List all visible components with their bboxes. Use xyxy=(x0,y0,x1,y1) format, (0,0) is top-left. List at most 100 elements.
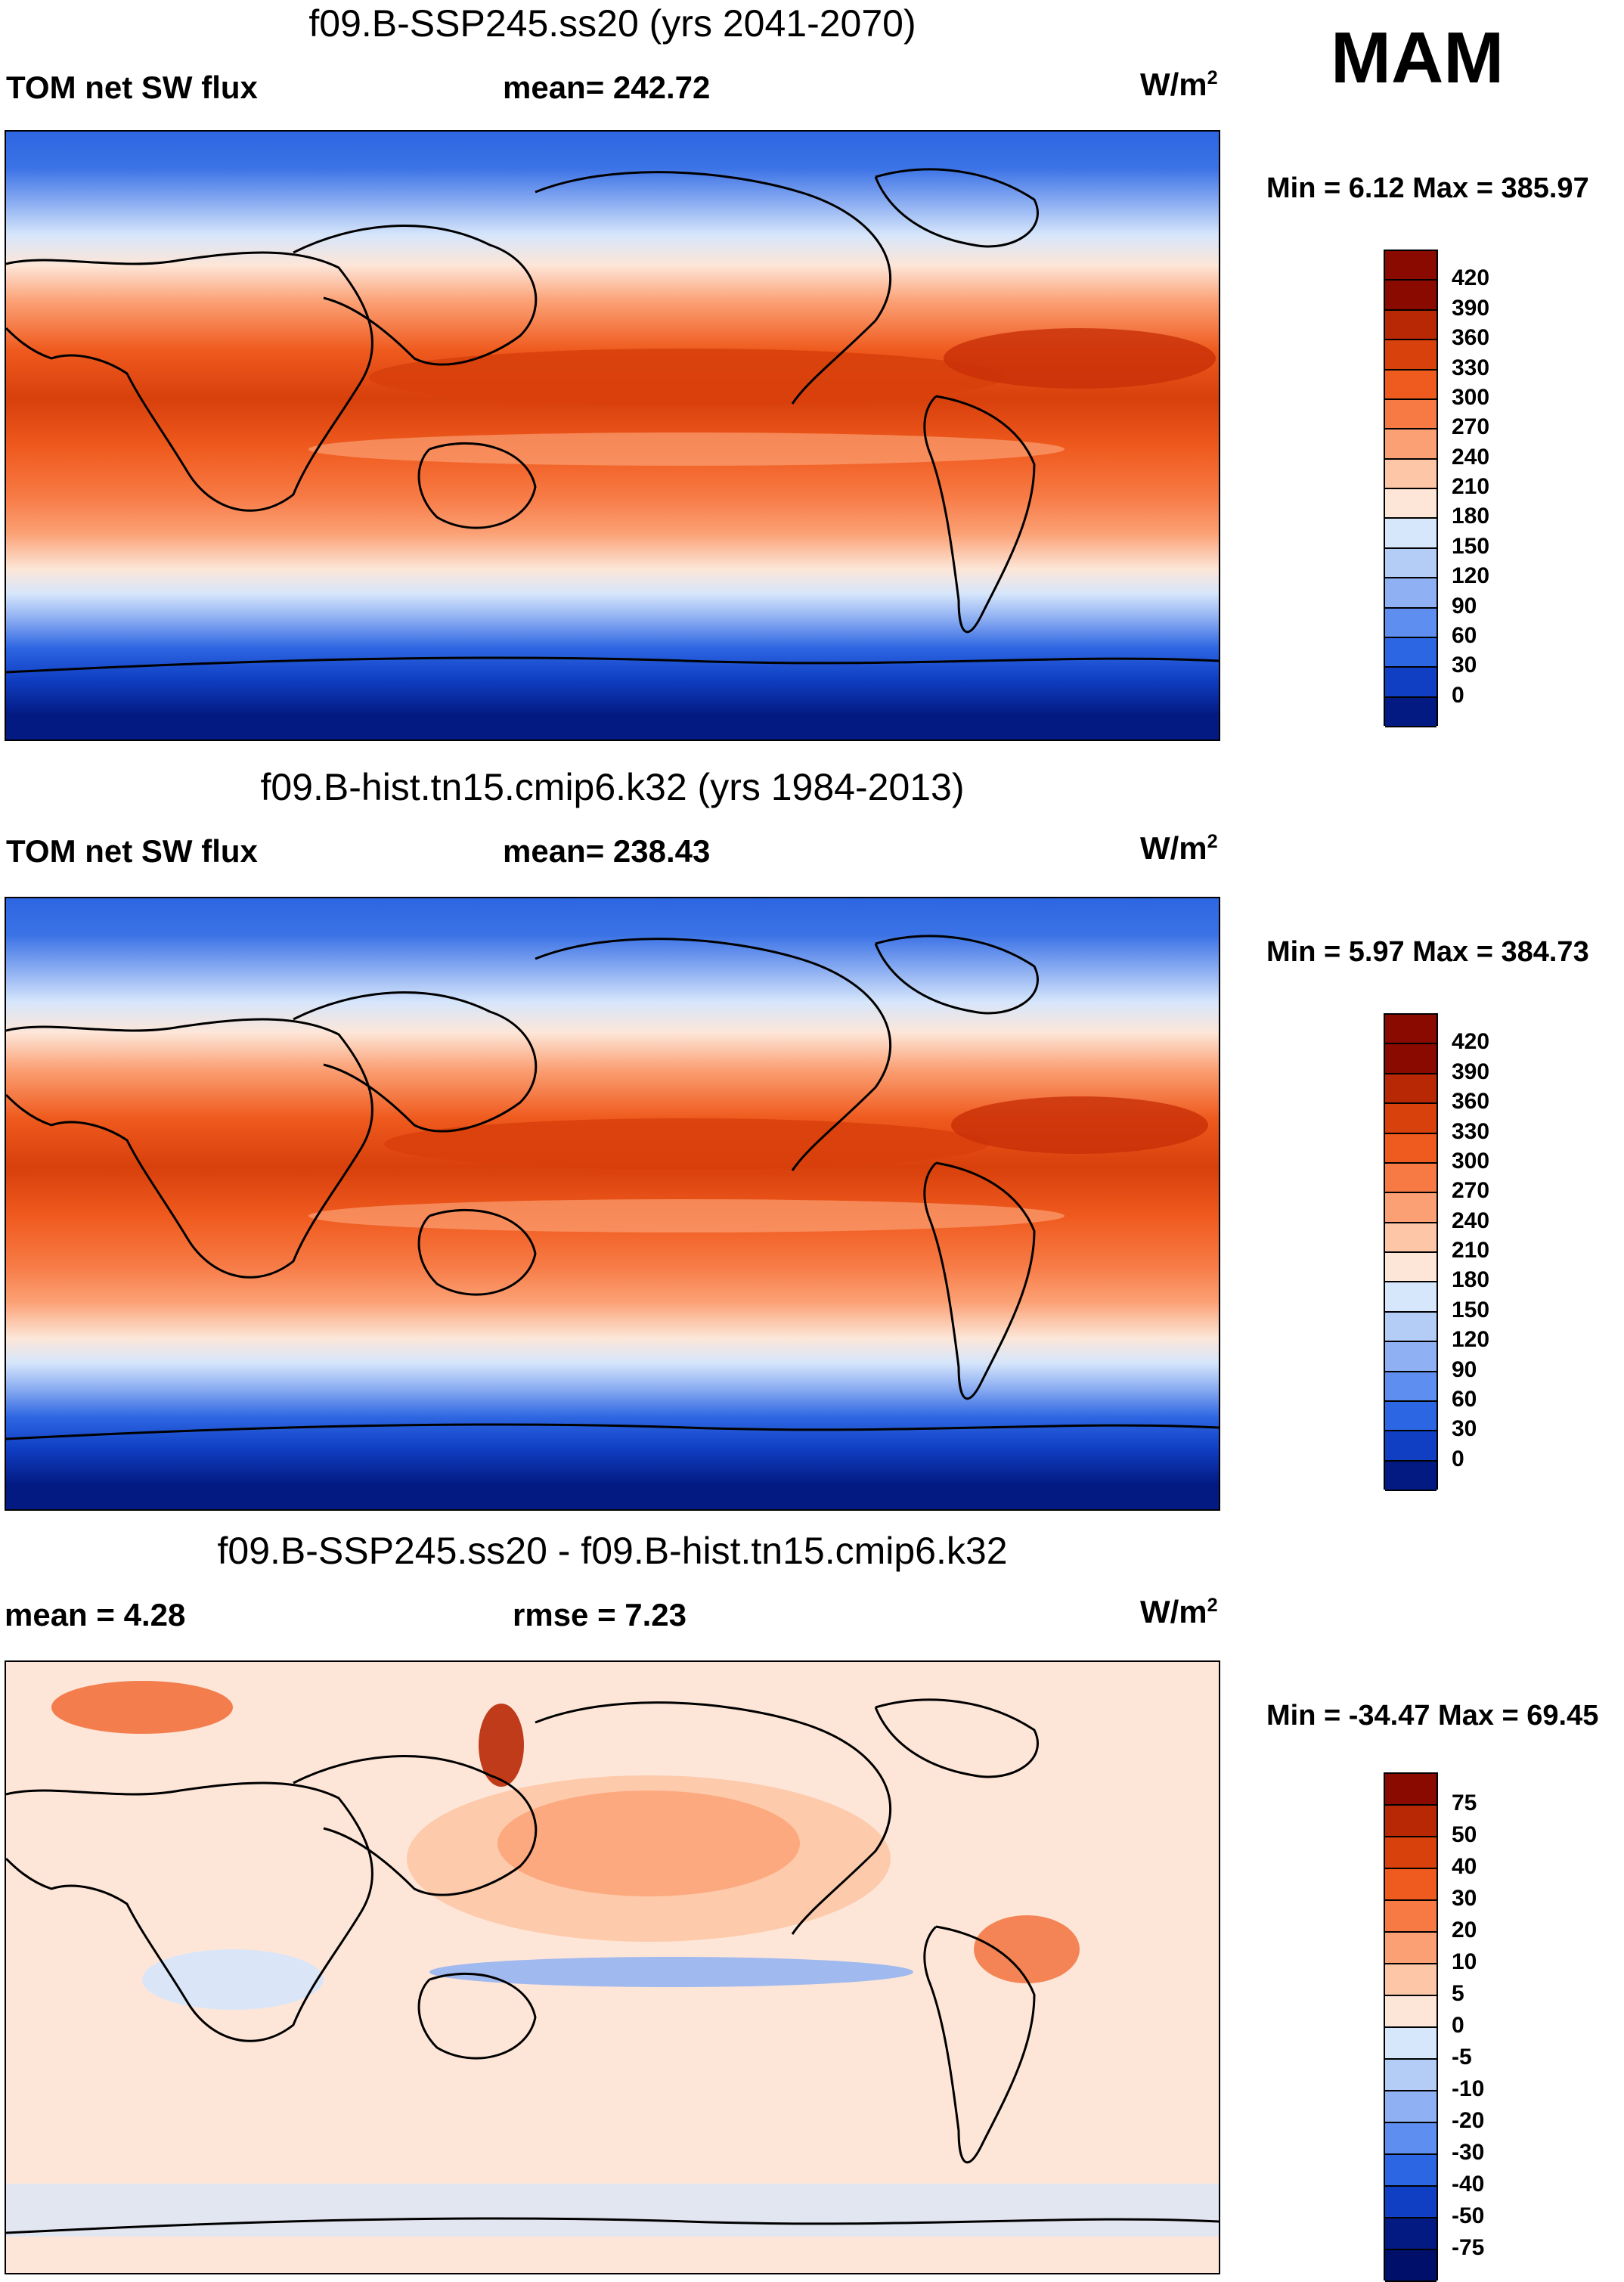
colorbar-swatch xyxy=(1385,578,1436,609)
colorbar-tick-label: 30 xyxy=(1452,653,1477,678)
panel-ssp245: f09.B-SSP245.ss20 (yrs 2041-2070) TOM ne… xyxy=(0,0,1624,749)
colorbar-tick-label: 210 xyxy=(1452,1238,1490,1263)
atlantic-maximum xyxy=(951,1096,1208,1154)
field-label: TOM net SW flux xyxy=(6,70,258,105)
colorbar-swatch xyxy=(1385,2218,1436,2250)
africa-eurasia-coast xyxy=(6,1781,373,2042)
colorbar-swatch xyxy=(1385,1074,1436,1105)
map-ssp245-plot xyxy=(6,132,1219,739)
south-america-coast xyxy=(923,1925,1036,2164)
colorbar-swatch xyxy=(1385,1964,1436,1996)
colorbar-tick-label: -10 xyxy=(1452,2076,1485,2101)
colorbar-swatch xyxy=(1385,2028,1436,2060)
colorbar-tick-label: 60 xyxy=(1452,1386,1477,1412)
colorbar-tick-label: 150 xyxy=(1452,533,1490,559)
colorbar-swatch xyxy=(1385,1282,1436,1313)
colorbar-swatch xyxy=(1385,1253,1436,1283)
colorbar-tick-label: 180 xyxy=(1452,504,1490,529)
asia-coast xyxy=(293,991,538,1133)
colorbar-swatch xyxy=(1385,1372,1436,1402)
colorbar-swatch xyxy=(1385,697,1436,727)
map-hist xyxy=(5,897,1220,1511)
colorbar-swatch xyxy=(1385,548,1436,579)
australia-coast xyxy=(417,1972,537,2060)
map-hist-plot xyxy=(6,898,1219,1509)
kamchatka-positive xyxy=(479,1704,524,1787)
colorbar-swatch xyxy=(1385,1461,1436,1491)
colorbar-tick-label: 90 xyxy=(1452,1356,1477,1382)
colorbar-swatch xyxy=(1385,2060,1436,2091)
antarctica-coast xyxy=(6,1423,1219,1440)
units-label: W/m2 xyxy=(1140,67,1218,102)
australia-coast xyxy=(417,1208,537,1296)
colorbar-swatch xyxy=(1385,340,1436,371)
colorbar-swatch xyxy=(1385,310,1436,341)
colorbar-tick-label: 300 xyxy=(1452,384,1490,410)
colorbar-swatch xyxy=(1385,2250,1436,2282)
north-america-coast xyxy=(535,938,891,1171)
colorbar-swatch xyxy=(1385,1901,1436,1933)
australia-coast xyxy=(417,442,537,529)
colorbar-tick-label: 390 xyxy=(1452,295,1490,321)
asia-coast xyxy=(293,1755,538,1896)
coastlines xyxy=(6,1698,1219,2234)
mean-label: mean= 238.43 xyxy=(503,833,711,869)
colorbar-swatch xyxy=(1385,1996,1436,2028)
colorbar-tick-label: 30 xyxy=(1452,1886,1477,1911)
panel-difference: f09.B-SSP245.ss20 - f09.B-hist.tn15.cmip… xyxy=(0,1527,1624,2282)
amazon-positive xyxy=(974,1915,1080,1983)
colorbar-swatch xyxy=(1385,519,1436,549)
colorbar-tick-label: 270 xyxy=(1452,1178,1490,1204)
colorbar-swatch xyxy=(1385,2091,1436,2123)
colorbar-tick-label: 5 xyxy=(1452,1981,1464,2006)
colorbar-tick-label: 90 xyxy=(1452,593,1477,619)
colorbar-tick-label: 0 xyxy=(1452,682,1464,708)
colorbar-tick-label: 420 xyxy=(1452,265,1490,291)
itcz-negative xyxy=(429,1957,913,1987)
colorbar-box xyxy=(1384,1772,1438,2282)
panel-title: f09.B-hist.tn15.cmip6.k32 (yrs 1984-2013… xyxy=(260,766,965,808)
colorbar-tick-label: 120 xyxy=(1452,1327,1490,1353)
min-max-label: Min = 5.97 Max = 384.73 xyxy=(1266,936,1589,968)
colorbar-swatch xyxy=(1385,429,1436,460)
greenland-coast xyxy=(874,168,1040,248)
southern-ocean-negative xyxy=(6,2184,1219,2237)
colorbar-swatch xyxy=(1385,637,1436,668)
asia-coast xyxy=(293,225,538,366)
map-ssp245 xyxy=(5,130,1220,741)
panel-title: f09.B-SSP245.ss20 (yrs 2041-2070) xyxy=(308,2,916,45)
colorbar-swatch xyxy=(1385,1869,1436,1901)
itcz-band xyxy=(308,1199,1065,1232)
south-america-coast xyxy=(923,1161,1036,1400)
units-label: W/m2 xyxy=(1140,1594,1218,1629)
map-difference-plot xyxy=(6,1662,1219,2273)
colorbar-tick-label: 75 xyxy=(1452,1791,1477,1815)
colorbar-tick-label: 120 xyxy=(1452,563,1490,589)
south-america-coast xyxy=(923,395,1036,634)
colorbar-swatch xyxy=(1385,1431,1436,1462)
colorbar-tick-label: 0 xyxy=(1452,2013,1464,2038)
colorbar-difference: 75 50 40 30 20 10 5 0 -5 -10 -20 -30 -40 -50 -75 xyxy=(1384,1772,1550,2282)
colorbar-swatch xyxy=(1385,370,1436,400)
panel-title: f09.B-SSP245.ss20 - f09.B-hist.tn15.cmip… xyxy=(217,1530,1008,1572)
colorbar-tick-label: -20 xyxy=(1452,2108,1485,2133)
colorbar-tick-label: 330 xyxy=(1452,355,1490,380)
colorbar-swatch xyxy=(1385,1163,1436,1194)
colorbar-swatch xyxy=(1385,1342,1436,1372)
colorbar-tick-label: 210 xyxy=(1452,474,1490,499)
colorbar-tick-label: 40 xyxy=(1452,1854,1477,1879)
colorbar-tick-label: 240 xyxy=(1452,1208,1490,1233)
colorbar-swatch xyxy=(1385,1044,1436,1074)
colorbar-swatch xyxy=(1385,1806,1436,1837)
colorbar-swatch xyxy=(1385,1193,1436,1223)
greenland-coast xyxy=(874,1698,1040,1778)
arctic-positive xyxy=(51,1681,233,1734)
colorbar-tick-label: 360 xyxy=(1452,1089,1490,1115)
colorbar-swatch xyxy=(1385,1312,1436,1343)
colorbar-swatch xyxy=(1385,1015,1436,1045)
colorbar-tick-label: 50 xyxy=(1452,1822,1477,1847)
colorbar-tick-label: 390 xyxy=(1452,1059,1490,1084)
season-label: MAM xyxy=(1331,17,1505,98)
colorbar-tick-label: 0 xyxy=(1452,1446,1464,1471)
pacific-positive-core xyxy=(497,1791,800,1896)
